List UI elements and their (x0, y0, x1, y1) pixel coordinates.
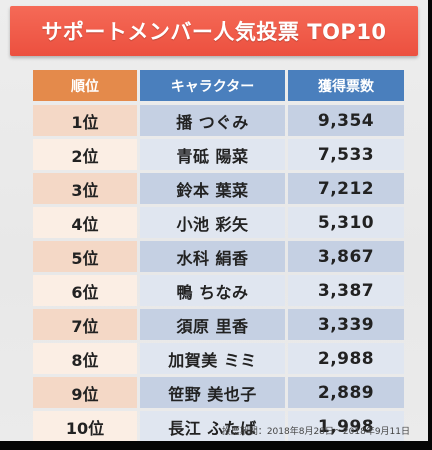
rank-cell: 5位 (33, 241, 137, 272)
ranking-card: サポートメンバー人気投票 TOP10 順位 キャラクター 獲得票数 1位 播 つ… (0, 0, 428, 441)
table-row: 1位 播 つぐみ 9,354 (33, 105, 404, 136)
table-row: 2位 青砥 陽菜 7,533 (33, 139, 404, 170)
table-row: 3位 鈴本 葉菜 7,212 (33, 173, 404, 204)
table-row: 9位 笹野 美也子 2,889 (33, 377, 404, 408)
rank-cell: 10位 (33, 411, 137, 441)
rank-cell: 8位 (33, 343, 137, 374)
vote-count: 5,310 (317, 212, 375, 233)
voting-period-note: 投票期間：2018年8月28日～2018年9月11日 (221, 427, 410, 437)
character-name: 鴨 ちなみ (176, 282, 249, 302)
character-name: 播 つぐみ (176, 112, 249, 132)
name-cell: 加賀美 ミミ (140, 343, 285, 374)
character-name: 青砥 陽菜 (176, 146, 249, 166)
table-row: 7位 須原 里香 3,339 (33, 309, 404, 340)
character-name: 加賀美 ミミ (168, 350, 257, 370)
votes-cell: 7,533 (288, 139, 404, 170)
page-title: サポートメンバー人気投票 TOP10 (41, 20, 387, 44)
header-character: キャラクター (140, 70, 285, 101)
character-name: 小池 彩矢 (176, 214, 249, 234)
votes-cell: 3,387 (288, 275, 404, 306)
votes-cell: 7,212 (288, 173, 404, 204)
rank-cell: 9位 (33, 377, 137, 408)
rank-cell: 6位 (33, 275, 137, 306)
votes-cell: 5,310 (288, 207, 404, 238)
name-cell: 鈴本 葉菜 (140, 173, 285, 204)
header-votes: 獲得票数 (288, 70, 404, 101)
table-row: 6位 鴨 ちなみ 3,387 (33, 275, 404, 306)
vote-count: 2,889 (317, 382, 375, 403)
name-cell: 播 つぐみ (140, 105, 285, 136)
name-cell: 青砥 陽菜 (140, 139, 285, 170)
table-header-row: 順位 キャラクター 獲得票数 (33, 70, 404, 101)
header-rank: 順位 (33, 70, 137, 101)
character-name: 鈴本 葉菜 (176, 180, 249, 200)
votes-cell: 1,998 (288, 411, 404, 441)
title-banner: サポートメンバー人気投票 TOP10 (10, 6, 418, 56)
vote-count: 3,339 (317, 314, 375, 335)
rank-cell: 2位 (33, 139, 137, 170)
table-row: 5位 水科 絹香 3,867 (33, 241, 404, 272)
rank-cell: 3位 (33, 173, 137, 204)
vote-count: 7,533 (317, 144, 375, 165)
table-row: 8位 加賀美 ミミ 2,988 (33, 343, 404, 374)
name-cell: 鴨 ちなみ (140, 275, 285, 306)
votes-cell: 2,988 (288, 343, 404, 374)
character-name: 長江 ふたば (168, 418, 257, 438)
name-cell: 長江 ふたば (140, 411, 285, 441)
vote-count: 7,212 (317, 178, 375, 199)
votes-cell: 2,889 (288, 377, 404, 408)
character-name: 須原 里香 (176, 316, 249, 336)
rank-cell: 4位 (33, 207, 137, 238)
votes-cell: 9,354 (288, 105, 404, 136)
name-cell: 笹野 美也子 (140, 377, 285, 408)
table-row: 10位 長江 ふたば 1,998 (33, 411, 404, 441)
character-name: 笹野 美也子 (168, 384, 257, 404)
vote-count: 2,988 (317, 348, 375, 369)
ranking-table: 順位 キャラクター 獲得票数 1位 播 つぐみ 9,354 2位 青砥 陽菜 7… (33, 70, 404, 441)
vote-count: 3,867 (317, 246, 375, 267)
rank-cell: 1位 (33, 105, 137, 136)
table-row: 4位 小池 彩矢 5,310 (33, 207, 404, 238)
vote-count: 9,354 (317, 110, 375, 131)
name-cell: 須原 里香 (140, 309, 285, 340)
votes-cell: 3,867 (288, 241, 404, 272)
vote-count: 3,387 (317, 280, 375, 301)
character-name: 水科 絹香 (176, 248, 249, 268)
vote-count: 1,998 (317, 416, 375, 437)
votes-cell: 3,339 (288, 309, 404, 340)
rank-cell: 7位 (33, 309, 137, 340)
name-cell: 小池 彩矢 (140, 207, 285, 238)
name-cell: 水科 絹香 (140, 241, 285, 272)
